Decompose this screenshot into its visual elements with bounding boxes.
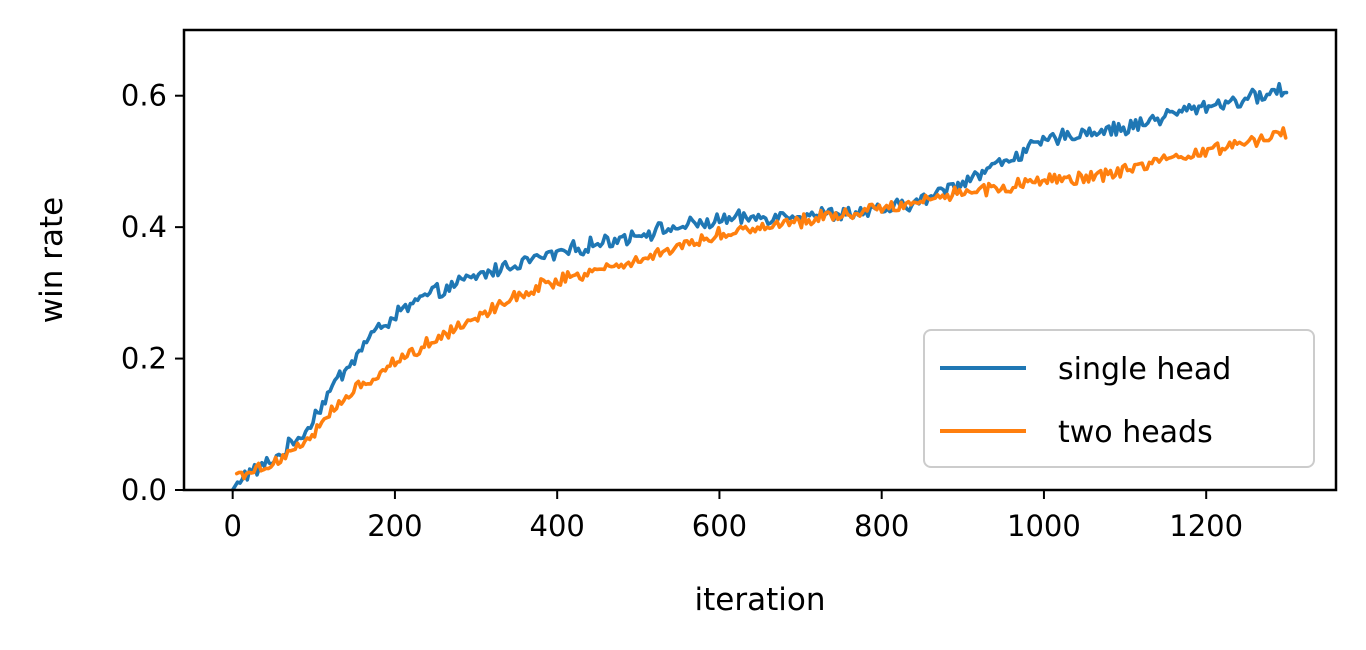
- x-tick-label: 600: [692, 509, 747, 543]
- series-line-two-heads: [234, 126, 1288, 481]
- x-axis-ticks: 0 200 400 600 800 1000 1200: [223, 490, 1243, 543]
- x-tick-label: 800: [854, 509, 909, 543]
- y-axis-ticks: 0.0 0.2 0.4 0.6: [121, 79, 184, 507]
- x-tick-label: 1000: [1007, 509, 1081, 543]
- y-tick-label: 0.6: [121, 79, 167, 113]
- y-tick-label: 0.2: [121, 342, 167, 376]
- x-tick-label: 1200: [1169, 509, 1243, 543]
- series-line-single-head: [230, 81, 1289, 492]
- plot-lines: [230, 81, 1289, 492]
- plot-frame: [182, 28, 1338, 492]
- x-axis-label: iteration: [695, 582, 826, 618]
- y-tick-label: 0.0: [121, 473, 167, 507]
- x-tick-label: 0: [223, 509, 241, 543]
- legend: single head two heads: [923, 329, 1315, 468]
- y-axis-label: win rate: [34, 197, 70, 323]
- x-tick-label: 400: [530, 509, 585, 543]
- legend-label-two-heads: two heads: [1058, 415, 1213, 450]
- x-tick-label: 200: [367, 509, 422, 543]
- y-tick-label: 0.4: [121, 210, 167, 244]
- legend-label-single-head: single head: [1058, 352, 1231, 387]
